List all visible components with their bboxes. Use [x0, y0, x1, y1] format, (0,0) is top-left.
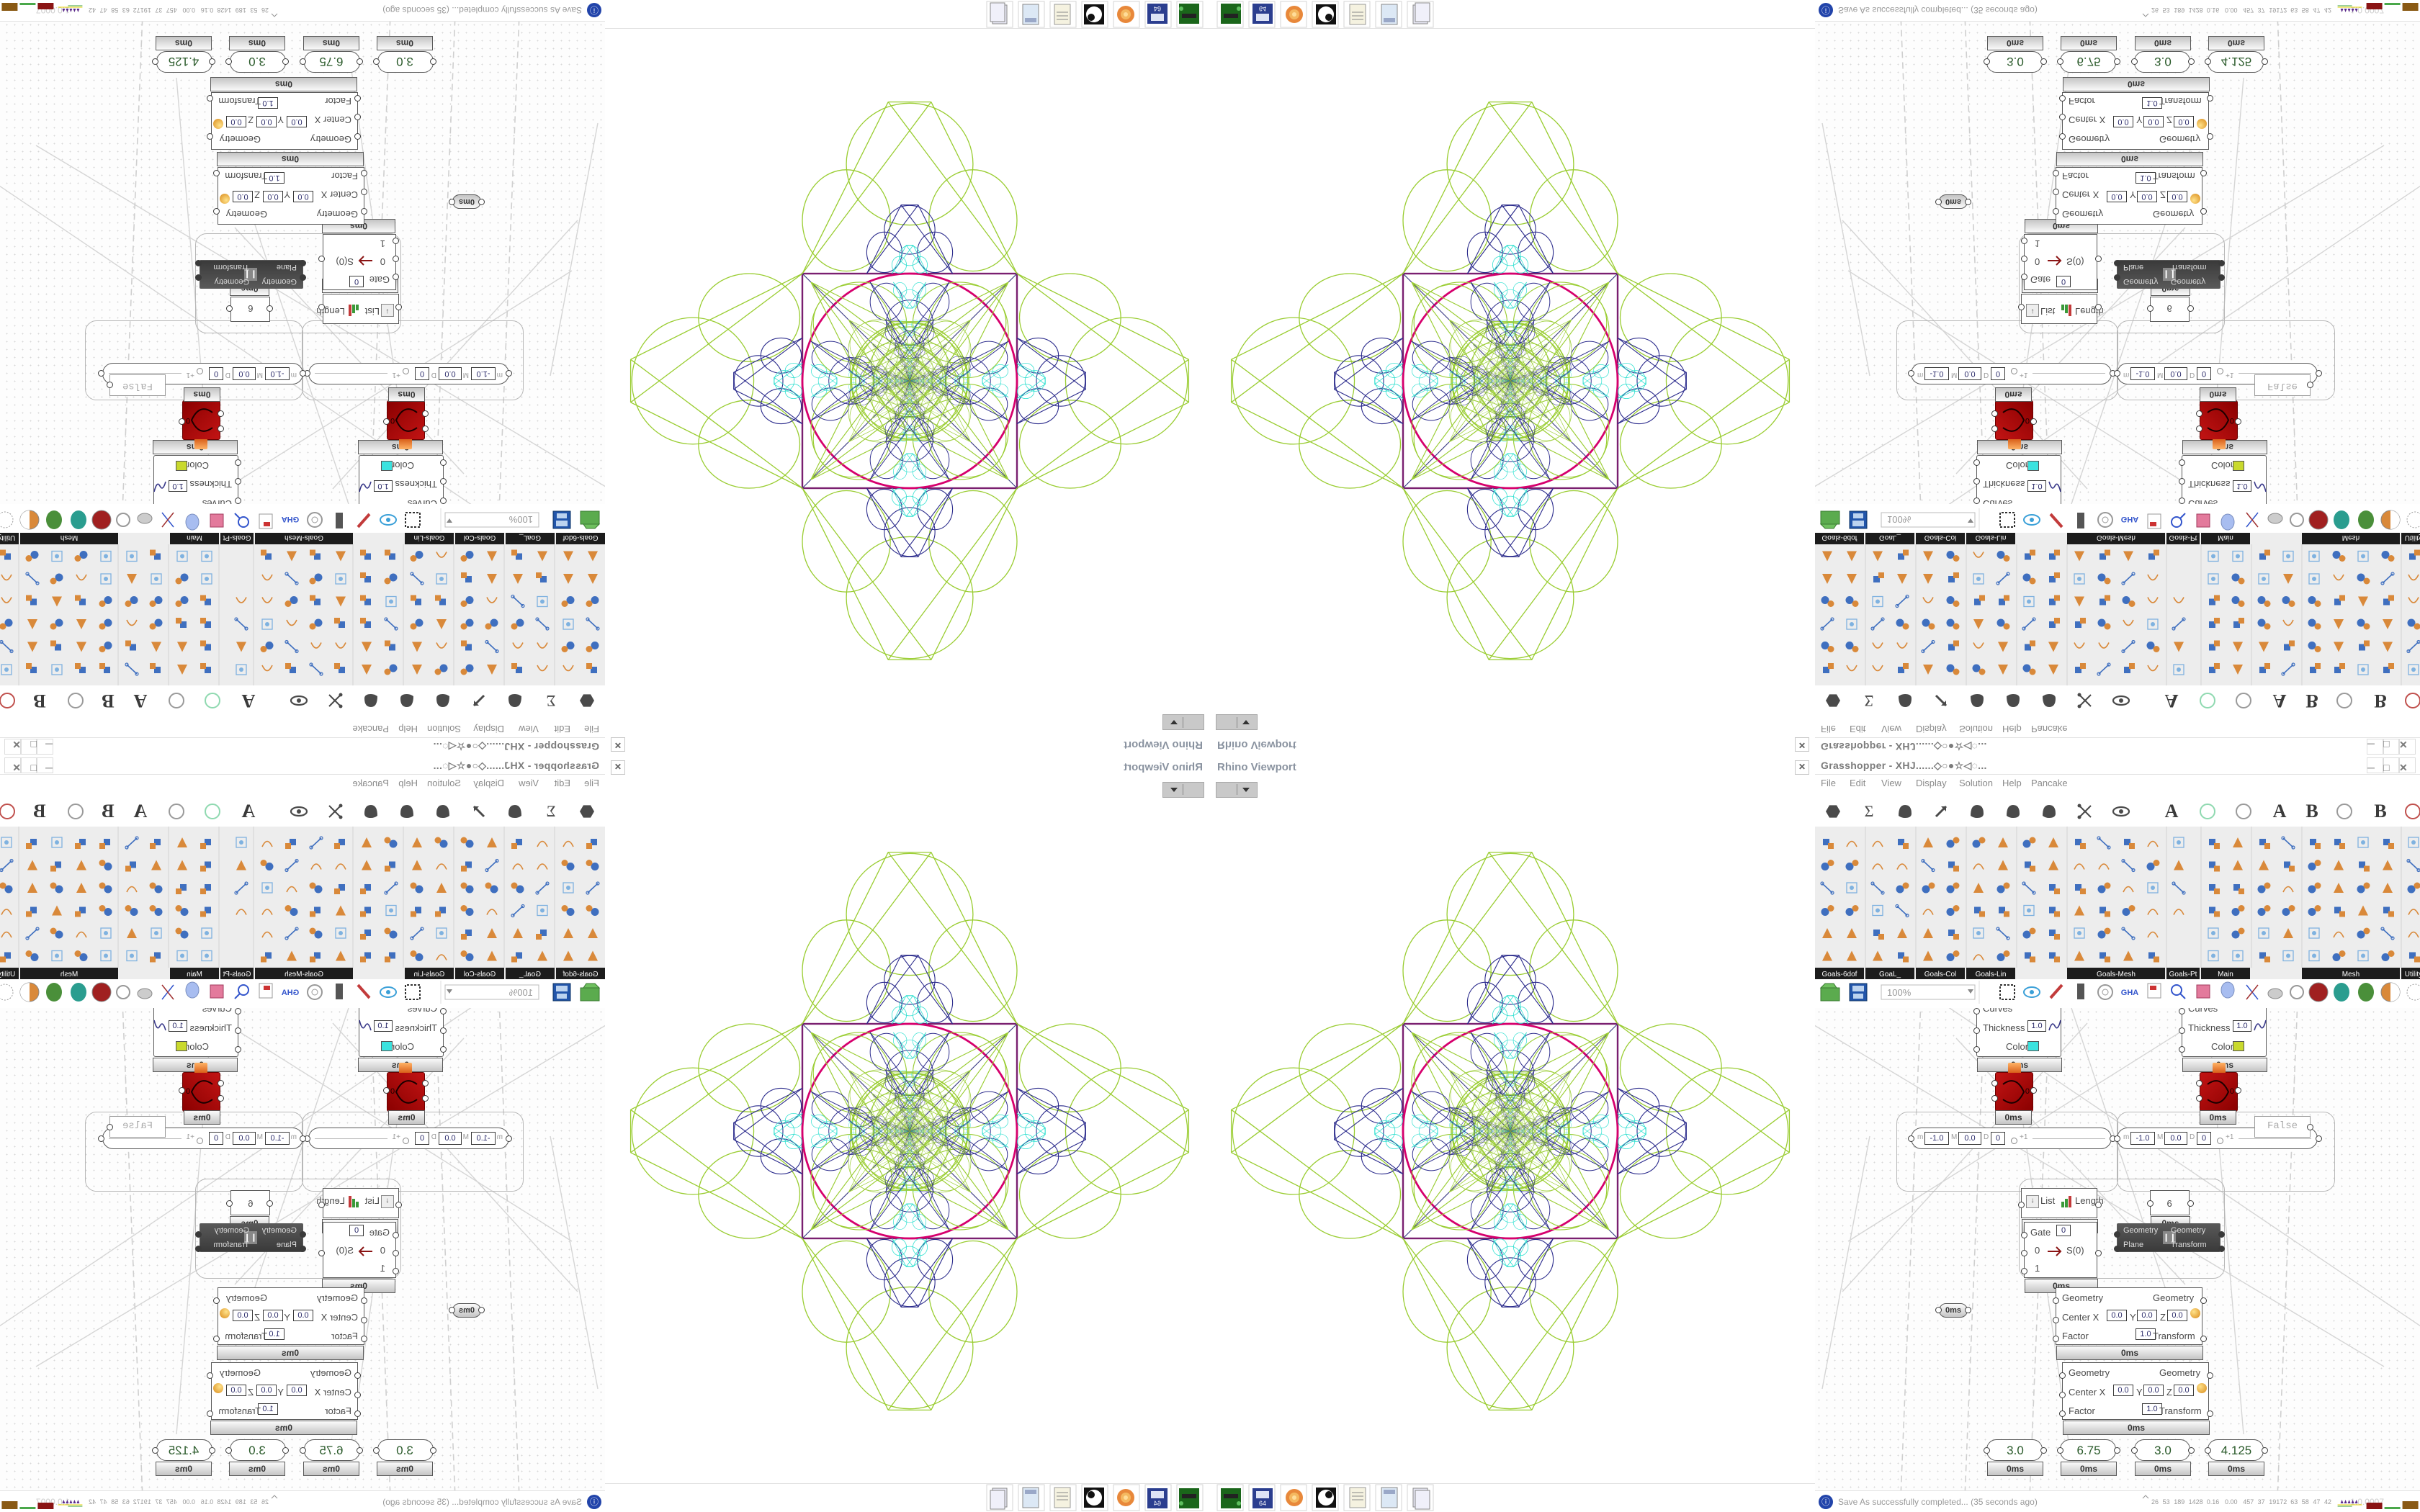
svg-text:189: 189: [236, 1498, 246, 1506]
svg-text:Goals-Col: Goals-Col: [1924, 971, 1956, 978]
svg-text:100%: 100%: [1887, 514, 1912, 525]
svg-text:37: 37: [2258, 6, 2265, 14]
svg-text:B: B: [102, 801, 114, 822]
svg-text:Goals-Pt: Goals-Pt: [223, 971, 251, 978]
svg-text:GHA: GHA: [282, 989, 300, 997]
svg-text:A: A: [2165, 690, 2179, 711]
svg-text:A: A: [2273, 690, 2287, 711]
svg-text:19172: 19172: [133, 1498, 151, 1506]
svg-text:GoaL_: GoaL_: [1879, 534, 1901, 541]
svg-text:Goals-Lin: Goals-Lin: [414, 971, 445, 978]
svg-text:63: 63: [2290, 1498, 2298, 1506]
svg-text:19172: 19172: [2269, 6, 2287, 14]
svg-text:B: B: [2374, 690, 2386, 711]
svg-text:26: 26: [261, 1498, 269, 1506]
svg-text:Goals-Mesh: Goals-Mesh: [284, 971, 323, 978]
svg-text:37: 37: [2258, 1498, 2265, 1506]
svg-text:1428: 1428: [2189, 1498, 2203, 1506]
svg-text:Goals-Lin: Goals-Lin: [1976, 971, 2007, 978]
svg-text:37: 37: [155, 1498, 162, 1506]
svg-text:26: 26: [2151, 6, 2159, 14]
svg-text:42: 42: [2324, 6, 2331, 14]
svg-text:Goals-Col: Goals-Col: [464, 971, 496, 978]
svg-text:189: 189: [2174, 1498, 2184, 1506]
svg-text:63: 63: [2290, 6, 2298, 14]
svg-text:Goals-Col: Goals-Col: [1924, 534, 1956, 541]
svg-text:Goals-Mesh: Goals-Mesh: [2097, 971, 2136, 978]
svg-text:457: 457: [2243, 1498, 2254, 1506]
svg-text:A: A: [133, 801, 147, 822]
svg-text:19172: 19172: [2269, 1498, 2287, 1506]
svg-text:Utility: Utility: [2405, 971, 2420, 978]
svg-text:0.16: 0.16: [2207, 1498, 2220, 1506]
svg-text:53: 53: [2163, 1498, 2170, 1506]
svg-text:0.00: 0.00: [2225, 1498, 2238, 1506]
svg-text:53: 53: [2163, 6, 2170, 14]
svg-text:B: B: [33, 801, 45, 822]
svg-text:Σ: Σ: [1865, 692, 1874, 710]
svg-text:100%: 100%: [1887, 987, 1912, 998]
svg-text:1428: 1428: [2189, 6, 2203, 14]
svg-text:Goals-Pt: Goals-Pt: [2169, 534, 2197, 541]
svg-text:A: A: [2165, 801, 2179, 822]
svg-text:58: 58: [2302, 6, 2309, 14]
svg-text:Mesh: Mesh: [2342, 534, 2360, 541]
svg-text:GHA: GHA: [2121, 515, 2139, 523]
svg-text:A: A: [2273, 801, 2287, 822]
svg-text:Main: Main: [2218, 971, 2233, 978]
svg-text:47: 47: [100, 1498, 107, 1506]
svg-text:100%: 100%: [508, 987, 533, 998]
svg-text:Mesh: Mesh: [60, 971, 78, 978]
svg-text:58: 58: [111, 1498, 118, 1506]
svg-text:B: B: [2305, 690, 2318, 711]
svg-text:53: 53: [250, 1498, 257, 1506]
svg-text:42: 42: [89, 1498, 96, 1506]
svg-text:Σ: Σ: [547, 802, 556, 820]
svg-text:Utility: Utility: [2405, 534, 2420, 541]
svg-text:26: 26: [2151, 1498, 2159, 1506]
svg-text:Goals-Pt: Goals-Pt: [2169, 971, 2197, 978]
svg-text:0.16: 0.16: [201, 1498, 214, 1506]
svg-text:457: 457: [2243, 6, 2254, 14]
svg-text:B: B: [2305, 801, 2318, 822]
svg-text:0.16: 0.16: [2207, 6, 2220, 14]
svg-text:0.00: 0.00: [182, 1498, 195, 1506]
svg-text:1428: 1428: [217, 1498, 231, 1506]
svg-text:Goals-Lin: Goals-Lin: [1976, 534, 2007, 541]
svg-text:Σ: Σ: [1865, 802, 1874, 820]
svg-text:GHA: GHA: [2121, 989, 2139, 997]
svg-text:42: 42: [2324, 1498, 2331, 1506]
svg-text:Main: Main: [2218, 534, 2233, 541]
svg-text:0.00: 0.00: [2225, 6, 2238, 14]
svg-text:GoaL_: GoaL_: [1879, 971, 1901, 978]
svg-text:47: 47: [2313, 6, 2320, 14]
svg-text:457: 457: [166, 1498, 177, 1506]
svg-text:Goals-6dof: Goals-6dof: [1822, 534, 1857, 541]
svg-text:63: 63: [122, 1498, 130, 1506]
svg-text:Main: Main: [187, 971, 202, 978]
svg-text:A: A: [241, 801, 255, 822]
svg-text:B: B: [2374, 801, 2386, 822]
svg-text:Goals-Mesh: Goals-Mesh: [2097, 534, 2136, 541]
svg-text:Goals-6dof: Goals-6dof: [563, 971, 598, 978]
svg-text:58: 58: [2302, 1498, 2309, 1506]
svg-text:GoaL_: GoaL_: [519, 971, 541, 978]
svg-text:Mesh: Mesh: [2342, 971, 2360, 978]
svg-text:Utility: Utility: [0, 971, 15, 978]
svg-text:47: 47: [2313, 1498, 2320, 1506]
svg-text:189: 189: [2174, 6, 2184, 14]
svg-text:Goals-6dof: Goals-6dof: [1822, 971, 1857, 978]
